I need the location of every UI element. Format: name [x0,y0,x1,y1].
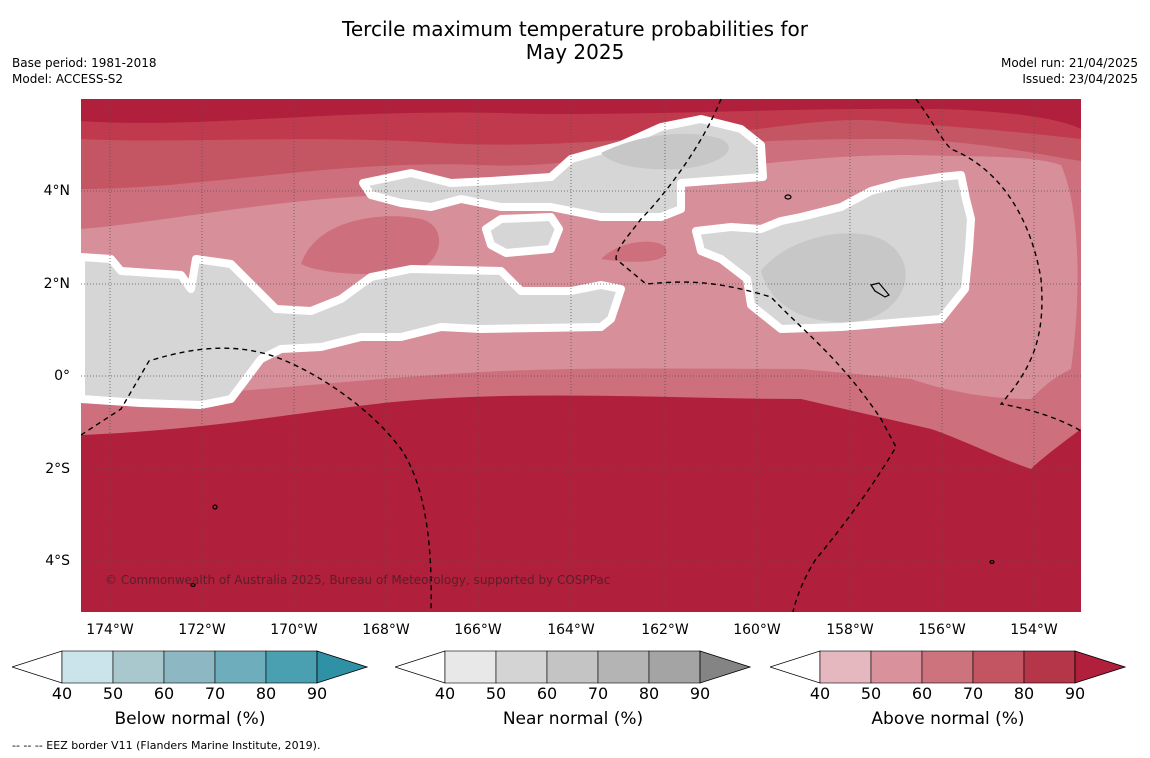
colorbar-tick-label: 40 [434,684,456,703]
near-normal-regions [81,115,975,409]
colorbar-segment [1023,650,1076,684]
colorbar-segment [597,650,650,684]
colorbar-tick-label: 70 [962,684,984,703]
above-normal-60-blob [301,216,440,275]
colorbar-tick-label: 90 [689,684,711,703]
colorbar-above-normal [770,650,1126,684]
colorbar-tick-label: 90 [306,684,328,703]
lat-label-2s: 2°S [45,461,70,477]
colorbar-tick-label: 60 [911,684,933,703]
colorbar-tick-label: 70 [587,684,609,703]
lat-label-2n: 2°N [43,276,70,292]
colorbar-title-below-normal: Below normal (%) [114,709,266,729]
lon-label-172w: 172°W [178,622,226,638]
colorbar-underflow-triangle [770,650,821,684]
small-island-4 [989,559,995,565]
colorbar-tick-label: 40 [809,684,831,703]
colorbar-title-near-normal: Near normal (%) [502,709,644,729]
colorbar-segment [921,650,974,684]
colorbar-tick-label: 60 [536,684,558,703]
lon-label-174w: 174°W [86,622,134,638]
small-island-3 [190,582,196,588]
colorbar-overflow-triangle [316,650,368,684]
lon-label-164w: 164°W [547,622,595,638]
near-normal-ring-center [482,213,563,257]
colorbar-segment [870,650,923,684]
colorbar-segment [972,650,1025,684]
colorbar-tick-label: 50 [860,684,882,703]
colorbar-tick-label: 90 [1064,684,1086,703]
above-normal-60-blob-2 [601,241,667,262]
colorbar-segment [112,650,165,684]
colorbar-tick-label: 80 [638,684,660,703]
copyright-text: © Commonwealth of Australia 2025, Bureau… [105,573,610,587]
title-line-2: May 2025 [525,40,625,64]
colorbar-tick-label: 80 [255,684,277,703]
colorbar-segment [444,650,497,684]
colorbar-below-normal [12,650,368,684]
colorbar-segment [546,650,599,684]
model-run-text: Model run: 21/04/2025 [1000,56,1138,70]
colorbar-tick-label: 60 [153,684,175,703]
colorbar-tick-label: 80 [1013,684,1035,703]
islands [190,194,995,588]
lat-label-4s: 4°S [45,553,70,569]
colorbar-tick-label: 50 [102,684,124,703]
probability-map: © Commonwealth of Australia 2025, Bureau… [81,99,1081,612]
lon-label-162w: 162°W [641,622,689,638]
colorbar-segment [648,650,701,684]
lat-label-0: 0° [54,368,70,384]
kiritimati-island [870,282,890,298]
colorbar-segment [163,650,216,684]
colorbar-tick-label: 70 [204,684,226,703]
colorbar-tick-label: 50 [485,684,507,703]
colorbar-segment [214,650,267,684]
colorbar-near-normal [395,650,751,684]
colorbar-underflow-triangle [395,650,446,684]
colorbar-segment [61,650,114,684]
metadata-left: Base period: 1981-2018 Model: ACCESS-S2 [12,55,157,87]
eez-footnote: -- -- -- EEZ border V11 (Flanders Marine… [12,739,321,752]
lon-label-158w: 158°W [826,622,874,638]
colorbar-title-above-normal: Above normal (%) [871,709,1025,729]
lon-label-170w: 170°W [270,622,318,638]
lon-label-166w: 166°W [454,622,502,638]
eez-borders [81,99,1081,612]
colorbar-underflow-triangle [12,650,63,684]
near-normal-west [81,253,625,409]
lon-label-160w: 160°W [733,622,781,638]
colorbar-segment [265,650,318,684]
base-period-text: Base period: 1981-2018 [12,56,157,70]
colorbar-segment [819,650,872,684]
small-island-1 [784,194,792,200]
near-normal-east-inner [761,233,906,323]
colorbar-overflow-triangle [699,650,751,684]
map-title: Tercile maximum temperature probabilitie… [0,18,1150,64]
lon-label-154w: 154°W [1010,622,1058,638]
title-line-1: Tercile maximum temperature probabilitie… [342,17,808,41]
colorbar-segment [495,650,548,684]
lon-label-156w: 156°W [918,622,966,638]
colorbar-overflow-triangle [1074,650,1126,684]
colorbar-tick-label: 40 [51,684,73,703]
lon-label-168w: 168°W [362,622,410,638]
lat-label-4n: 4°N [43,183,70,199]
model-text: Model: ACCESS-S2 [12,72,124,86]
small-island-2 [212,504,218,510]
metadata-right: Model run: 21/04/2025 Issued: 23/04/2025 [1001,55,1138,87]
issued-text: Issued: 23/04/2025 [1022,72,1138,86]
near-normal-north-central-inner [601,133,729,170]
